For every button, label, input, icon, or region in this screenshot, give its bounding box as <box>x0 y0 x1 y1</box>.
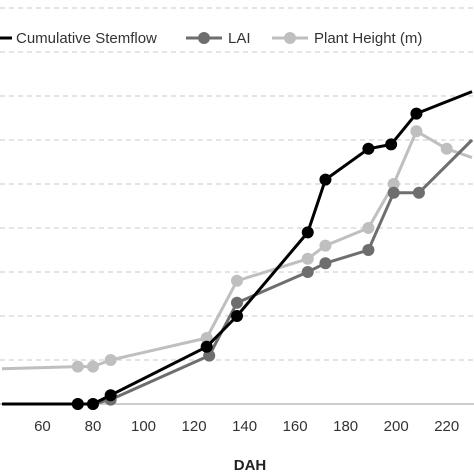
data-point <box>104 389 117 402</box>
x-tick-labels: 60 80 100 120 140 160 180 200 220 <box>34 418 459 435</box>
x-tick-label: 200 <box>384 418 409 435</box>
legend-item-3: Plant Height (m) <box>272 30 422 47</box>
legend-item-1: Cumulative Stemflow <box>0 30 157 47</box>
data-point <box>385 138 398 151</box>
x-axis-label: DAH <box>234 457 267 474</box>
data-point <box>319 257 332 270</box>
data-point <box>362 222 375 234</box>
data-point <box>387 178 400 190</box>
data-point <box>86 360 99 373</box>
legend-label: LAI <box>228 30 251 47</box>
data-point <box>319 173 332 186</box>
data-point <box>301 252 314 265</box>
data-point <box>362 142 375 155</box>
legend: Cumulative Stemflow LAI Plant Height (m) <box>0 30 422 47</box>
data-point <box>200 340 213 353</box>
legend-swatch-marker <box>198 32 210 44</box>
data-point <box>319 239 332 252</box>
legend-label: Cumulative Stemflow <box>16 30 157 47</box>
data-point <box>86 398 99 410</box>
legend-swatch-marker <box>284 32 296 44</box>
x-tick-label: 160 <box>283 418 308 435</box>
data-point <box>440 142 453 155</box>
legend-label: Plant Height (m) <box>314 30 422 47</box>
x-tick-label: 80 <box>85 418 102 435</box>
series-line <box>2 90 473 406</box>
data-point <box>410 125 423 138</box>
x-tick-label: 120 <box>182 418 207 435</box>
series-1 <box>2 90 473 410</box>
data-point <box>200 332 213 344</box>
data-point <box>412 186 425 199</box>
legend-item-2: LAI <box>186 30 251 47</box>
data-point <box>71 398 84 410</box>
series-3 <box>1 125 473 373</box>
data-point <box>104 354 117 366</box>
data-point <box>301 226 314 239</box>
data-point <box>231 274 243 287</box>
series-line <box>1 129 473 371</box>
x-tick-label: 60 <box>34 418 51 435</box>
data-point <box>231 296 243 309</box>
data-point <box>71 360 84 373</box>
series-group <box>1 90 474 410</box>
x-tick-label: 140 <box>232 418 257 435</box>
data-point <box>410 107 423 120</box>
x-tick-label: 180 <box>333 418 358 435</box>
x-tick-label: 220 <box>434 418 459 435</box>
data-point <box>231 310 243 322</box>
data-point <box>387 186 400 199</box>
data-point <box>362 244 375 256</box>
x-tick-label: 100 <box>131 418 156 435</box>
data-point <box>301 266 314 278</box>
